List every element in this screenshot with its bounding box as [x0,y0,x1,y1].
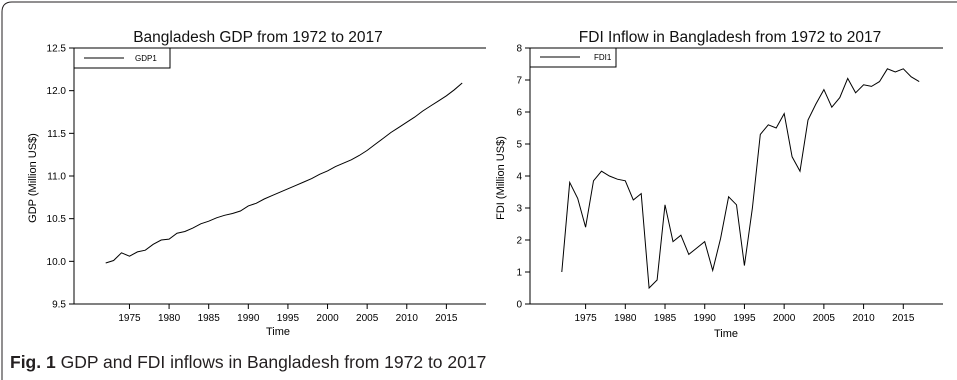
gdp-y-tick-label: 10.5 [47,214,67,225]
fdi-y-tick-label: 7 [516,76,522,87]
gdp-x-tick-label: 1990 [237,313,260,324]
gdp-y-tick-label: 10.0 [47,257,67,268]
fdi-plot-frame [529,47,943,305]
gdp-x-ticks: 1975 1980 1985 1990 1995 2000 2005 2010 2015 [118,304,458,324]
gdp-x-tick-label: 2000 [316,313,339,324]
gdp-y-tick-label: 9.5 [52,300,66,311]
gdp-y-axis-label: GDP (Million US$) [27,133,39,223]
fdi-x-tick-label: 1990 [694,313,717,324]
fdi-x-tick-label: 2005 [813,313,836,324]
gdp-x-tick-label: 1985 [198,313,221,324]
gdp-x-tick-label: 2005 [356,313,379,324]
gdp-series-line [105,82,463,264]
gdp-x-tick-label: 2015 [435,313,458,324]
fdi-y-tick-label: 4 [516,172,522,183]
gdp-legend-label: GDP1 [135,54,157,63]
gdp-x-tick-label: 1995 [277,313,300,324]
fdi-chart-title: FDI Inflow in Bangladesh from 1972 to 20… [579,29,881,46]
gdp-chart: Bangladesh GDP from 1972 to 2017 9.5 10.0… [27,29,486,338]
gdp-y-tick-label: 12.0 [47,86,67,97]
fdi-x-tick-label: 2010 [852,313,875,324]
fdi-y-tick-label: 5 [516,140,522,151]
fdi-y-tick-label: 0 [516,300,522,311]
figure-caption: Fig. 1 GDP and FDI inflows in Bangladesh… [10,352,486,373]
fdi-x-tick-label: 1980 [614,313,637,324]
fdi-x-tick-label: 1995 [733,313,756,324]
gdp-x-axis-label: Time [266,326,290,338]
gdp-y-tick-label: 12.5 [47,44,67,55]
gdp-y-tick-label: 11.5 [47,129,66,140]
gdp-x-tick-label: 1975 [118,313,141,324]
fdi-x-axis-label: Time [714,328,738,340]
fdi-y-tick-label: 8 [516,44,522,55]
fdi-chart: FDI Inflow in Bangladesh from 1972 to 20… [495,29,943,340]
fdi-x-tick-label: 1975 [574,313,597,324]
fdi-x-tick-label: 2015 [892,313,915,324]
fdi-y-tick-label: 2 [516,236,522,247]
fdi-series-line [561,68,920,290]
gdp-chart-title: Bangladesh GDP from 1972 to 2017 [133,29,383,46]
fdi-legend: FDI1 [529,47,617,68]
fdi-y-tick-label: 6 [516,108,522,119]
fdi-y-axis-label: FDI (Million US$) [495,136,507,220]
fdi-x-tick-label: 2000 [773,313,796,324]
caption-label: Fig. 1 [10,352,56,372]
caption-text: GDP and FDI inflows in Bangladesh from 1… [60,352,487,372]
fdi-legend-label: FDI1 [594,53,612,62]
gdp-x-tick-label: 1980 [158,313,181,324]
gdp-legend: GDP1 [73,47,171,69]
fdi-y-tick-label: 3 [516,204,522,215]
gdp-plot-frame [73,47,486,305]
fdi-x-tick-label: 1985 [654,313,677,324]
fdi-x-ticks: 1975 1980 1985 1990 1995 2000 2005 2010 2015 [574,304,915,324]
fdi-y-ticks: 0 1 2 3 4 5 6 7 8 [516,44,530,311]
fdi-y-tick-label: 1 [516,268,522,279]
gdp-x-tick-label: 2010 [396,313,419,324]
gdp-y-ticks: 9.5 10.0 10.5 11.0 11.5 12.0 12.5 [47,44,74,311]
gdp-y-tick-label: 11.0 [47,172,66,183]
